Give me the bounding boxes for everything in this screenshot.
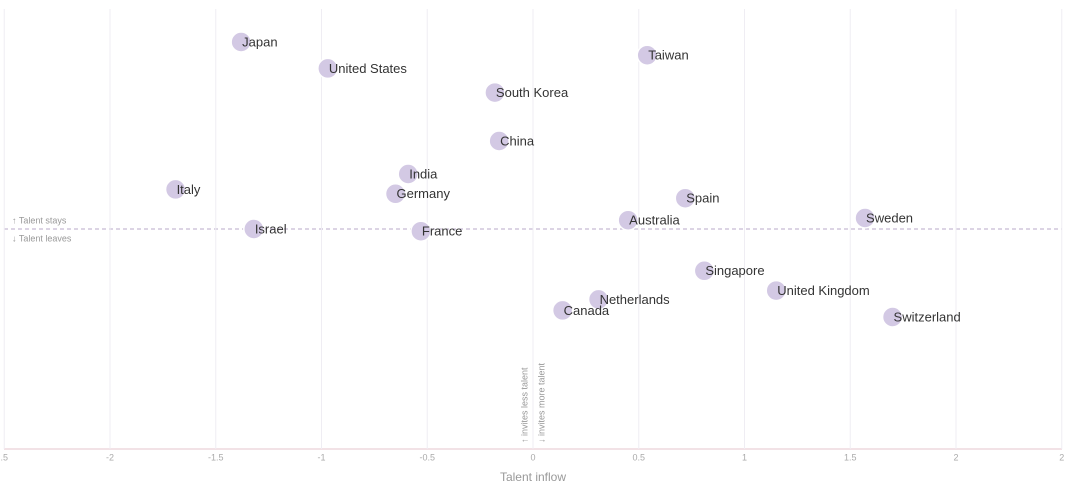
- x-tick-label: -1.5: [208, 452, 224, 462]
- point-label: United States: [329, 61, 408, 76]
- point-label: Germany: [397, 186, 451, 201]
- point-label: India: [409, 166, 438, 181]
- point: [587, 288, 610, 311]
- point-label: Canada: [564, 303, 610, 318]
- annotation: ↑ Talent stays: [12, 215, 67, 225]
- x-axis-label: Talent inflow: [500, 470, 566, 484]
- point-label: United Kingdom: [777, 283, 870, 298]
- point-label: Japan: [242, 34, 277, 49]
- x-tick-label: 2: [1059, 452, 1064, 462]
- point: [488, 130, 510, 152]
- x-tick-label: -2: [106, 452, 114, 462]
- annotation: ↑ invites less talent: [519, 367, 529, 443]
- point-label: South Korea: [496, 85, 569, 100]
- point-label: Netherlands: [600, 292, 671, 307]
- point-label: Italy: [177, 182, 201, 197]
- point: [551, 299, 574, 322]
- point: [674, 187, 697, 209]
- point-label: France: [422, 224, 462, 239]
- x-tick-label: -1: [317, 452, 325, 462]
- point-label: Spain: [686, 191, 719, 206]
- x-tick-label: 1.5: [844, 452, 857, 462]
- annotation: ↓ Talent leaves: [12, 233, 72, 243]
- point-label: Israel: [255, 221, 287, 236]
- point: [484, 81, 506, 104]
- point: [243, 218, 265, 240]
- point-label: China: [500, 133, 535, 148]
- x-tick-label: -0.5: [419, 452, 435, 462]
- point: [317, 57, 339, 80]
- point: [617, 209, 639, 231]
- point: [410, 220, 432, 242]
- point-label: Singapore: [705, 263, 764, 278]
- x-tick-label: .5: [0, 452, 8, 462]
- point-label: Australia: [629, 213, 680, 228]
- point: [384, 183, 407, 205]
- point-label: Taiwan: [648, 48, 688, 63]
- point: [765, 279, 787, 302]
- point: [164, 178, 187, 201]
- point-label: Switzerland: [894, 309, 961, 324]
- point-label: Sweden: [866, 210, 913, 225]
- x-tick-label: 0: [530, 452, 535, 462]
- point: [693, 260, 716, 282]
- point: [636, 44, 658, 66]
- point: [881, 306, 904, 328]
- point: [854, 207, 876, 229]
- annotation: ↓ invites more talent: [536, 362, 546, 443]
- point: [397, 163, 419, 185]
- x-tick-label: 1: [742, 452, 747, 462]
- point: [230, 31, 252, 53]
- x-tick-label: 0.5: [632, 452, 645, 462]
- x-tick-label: 2: [953, 452, 958, 462]
